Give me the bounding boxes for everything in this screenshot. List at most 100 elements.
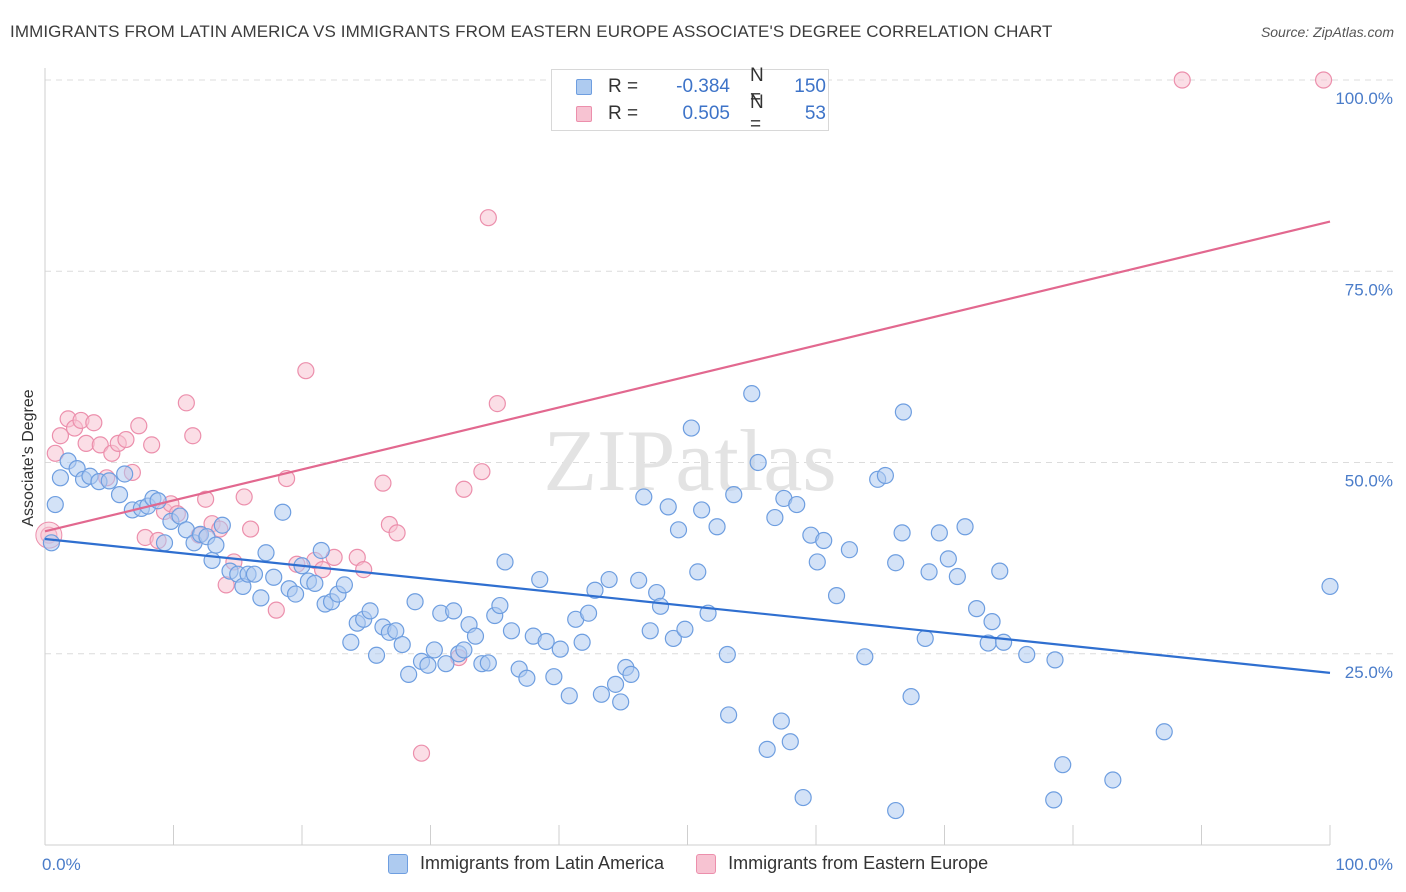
eastern-europe-point [374, 474, 392, 492]
y-tick-label: 100.0% [1335, 89, 1393, 108]
latin-america-point [887, 554, 905, 572]
latin-america-point [1046, 651, 1064, 669]
latin-america-point [466, 627, 485, 645]
eastern-europe-point [130, 417, 148, 435]
latin-america-point [794, 788, 812, 807]
latin-america-point [437, 655, 455, 673]
latin-america-point [531, 570, 549, 589]
latin-america-point [808, 553, 826, 571]
latin-america-point [213, 516, 231, 534]
latin-america-point [682, 419, 700, 437]
latin-america-point [893, 524, 911, 542]
latin-america-point [502, 622, 521, 640]
eastern-europe-point [235, 488, 253, 506]
legend-swatch-pink [696, 853, 717, 874]
legend-n-label: N = [750, 92, 764, 135]
latin-america-point [956, 518, 974, 536]
latin-america-point [579, 604, 598, 622]
latin-america-point [916, 629, 934, 648]
bottom-legend: Immigrants from Latin America Immigrants… [388, 853, 1020, 874]
eastern-europe-point [412, 744, 431, 762]
latin-america-point [367, 646, 386, 664]
latin-america-point [342, 633, 360, 651]
latin-america-point [788, 495, 806, 514]
latin-america-point [635, 488, 653, 506]
latin-america-point [479, 654, 497, 672]
latin-america-point [586, 581, 604, 599]
latin-america-point [902, 687, 920, 706]
latin-america-point [518, 669, 536, 687]
legend-item-eastern-europe[interactable]: Immigrants from Eastern Europe [696, 853, 988, 874]
legend-n-value: 53 [804, 103, 826, 124]
latin-america-point [286, 585, 305, 603]
latin-america-point [207, 536, 225, 554]
legend-r-label: R = [608, 76, 639, 97]
latin-america-point [622, 665, 640, 684]
chart-title: IMMIGRANTS FROM LATIN AMERICA VS IMMIGRA… [10, 22, 1053, 41]
latin-america-point [1155, 723, 1173, 741]
latin-america-point [894, 403, 912, 421]
latin-america-point [491, 596, 509, 615]
eastern-europe-point [1314, 71, 1333, 89]
legend-r-value: -0.384 [676, 76, 730, 97]
legend-swatch-blue [576, 79, 592, 95]
latin-america-point [51, 469, 70, 487]
latin-america-point [312, 541, 330, 560]
latin-america-point [1321, 577, 1339, 596]
latin-america-point [445, 602, 463, 620]
legend-swatch-pink [576, 106, 592, 122]
eastern-europe-point [77, 434, 95, 452]
latin-america-point [1104, 771, 1122, 789]
eastern-europe-point [46, 444, 64, 462]
latin-america-point [995, 633, 1013, 651]
latin-america-point [100, 472, 118, 490]
legend-label-latin-america: Immigrants from Latin America [420, 853, 665, 873]
y-tick-label: 50.0% [1345, 472, 1393, 491]
latin-america-point [920, 563, 938, 581]
latin-america-point [659, 498, 677, 516]
y-axis-label: Associate's Degree [20, 389, 37, 526]
latin-america-point [693, 501, 711, 519]
latin-america-point [560, 687, 578, 705]
latin-america-point [592, 685, 611, 703]
x-tick-label: 100.0% [1335, 855, 1393, 874]
eastern-europe-point [184, 427, 202, 445]
eastern-europe-point [177, 394, 195, 412]
eastern-europe-trend-line [44, 220, 1331, 533]
eastern-europe-point [388, 524, 406, 542]
latin-america-point [772, 712, 790, 730]
latin-america-point [641, 622, 659, 640]
eastern-europe-point [242, 520, 260, 538]
latin-america-point [983, 613, 1001, 631]
latin-america-point [545, 668, 563, 686]
eastern-europe-point [197, 490, 215, 508]
latin-america-point [991, 562, 1009, 580]
legend-n-value: 150 [794, 76, 826, 97]
latin-america-point [155, 534, 174, 552]
latin-america-point [387, 622, 405, 640]
eastern-europe-point [51, 427, 70, 445]
latin-america-point [781, 733, 799, 751]
latin-america-point [930, 524, 948, 542]
latin-america-point [265, 568, 283, 586]
eastern-europe-point [355, 560, 373, 579]
latin-america-point [968, 600, 986, 618]
latin-america-point [455, 641, 473, 659]
legend-item-latin-america[interactable]: Immigrants from Latin America [388, 853, 664, 874]
latin-america-point [606, 675, 625, 693]
legend-n-label: N = [750, 65, 764, 108]
latin-america-point [1045, 791, 1063, 809]
latin-america-point [948, 567, 966, 586]
latin-america-point [840, 541, 859, 559]
latin-america-point [766, 508, 784, 527]
latin-america-point [720, 706, 738, 724]
eastern-europe-point [143, 436, 161, 454]
legend-box: R = -0.384 N = 150 R = 0.505 N = 53 [551, 65, 829, 135]
latin-america-point [573, 633, 591, 651]
y-tick-label: 75.0% [1345, 280, 1393, 299]
x-tick-label: 0.0% [42, 855, 81, 874]
latin-america-point [664, 629, 682, 648]
latin-america-point [252, 589, 270, 607]
latin-america-point [361, 602, 379, 620]
latin-america-point [335, 576, 354, 594]
